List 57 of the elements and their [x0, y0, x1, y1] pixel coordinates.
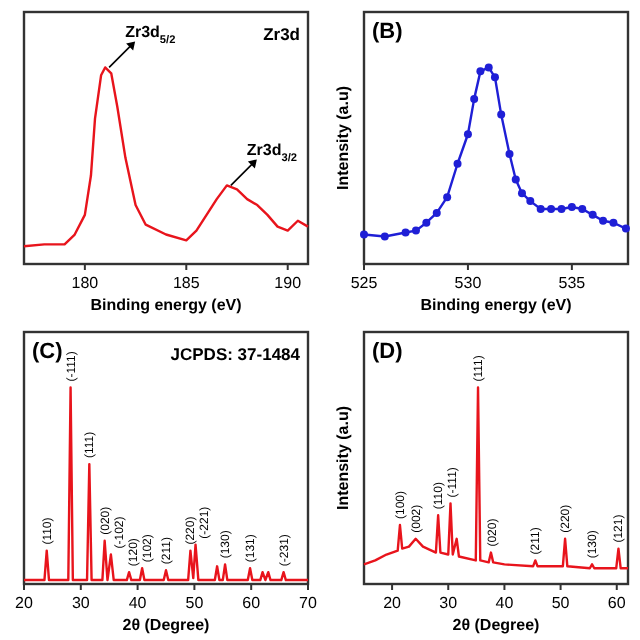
point: [511, 175, 520, 184]
x-tick-label: 30: [439, 594, 459, 612]
point: [463, 130, 472, 139]
point: [505, 149, 514, 158]
x-tick-label: 185: [172, 274, 201, 292]
point: [599, 216, 608, 225]
point: [360, 230, 368, 239]
point: [422, 218, 431, 227]
point: [497, 110, 506, 119]
x-tick-label: 50: [551, 594, 571, 612]
text: Zr3d: [263, 24, 300, 44]
x-tick-label: 525: [350, 274, 379, 292]
point: [536, 204, 545, 213]
x-tick-label: 60: [242, 594, 262, 612]
point: [432, 208, 441, 217]
point: [453, 159, 462, 168]
point: [490, 73, 499, 82]
point: [443, 193, 452, 202]
x-axis-title: 2θ (Degree): [452, 616, 541, 634]
x-tick-label: 20: [15, 594, 34, 612]
point: [621, 224, 630, 233]
y-axis-title: Intensity (a.u): [334, 405, 352, 511]
x-tick-label: 180: [71, 274, 100, 292]
chart-title: (D): [372, 340, 404, 364]
point: [470, 94, 479, 103]
x-tick-label: 190: [274, 274, 303, 292]
x-tick-label: 40: [128, 594, 148, 612]
x-tick-label: 20: [383, 594, 403, 612]
point: [547, 204, 556, 213]
point: [380, 232, 389, 241]
point: [476, 67, 485, 76]
x-tick-label: 30: [71, 594, 91, 612]
point: [588, 210, 597, 219]
point: [484, 63, 493, 72]
x-axis-title: 2θ (Degree): [122, 616, 211, 634]
x-tick-label: 40: [495, 594, 515, 612]
annotation: Zr3d$_{5/2}$: [125, 23, 176, 48]
point: [411, 226, 420, 235]
point: [526, 197, 535, 206]
y-axis-title: Intensity (a.u): [334, 85, 352, 191]
point: [578, 204, 587, 213]
chart-title: (B): [372, 20, 404, 44]
x-tick-label: 50: [185, 594, 205, 612]
x-tick-label: 530: [454, 274, 483, 292]
annotation: Zr3d$_{3/2}$: [246, 141, 298, 166]
point: [567, 203, 576, 211]
x-tick-label: 70: [299, 594, 318, 612]
x-axis-title: Binding energy (eV): [90, 296, 243, 314]
point: [609, 218, 618, 227]
point: [557, 204, 566, 213]
text: JCPDS: 37-1484: [170, 344, 301, 364]
point: [401, 228, 410, 237]
x-axis-title: Binding energy (eV): [420, 296, 573, 314]
x-tick-label: 535: [558, 274, 587, 292]
x-tick-label: 60: [607, 594, 627, 612]
point: [517, 189, 526, 198]
chart-title: (C): [32, 340, 64, 364]
